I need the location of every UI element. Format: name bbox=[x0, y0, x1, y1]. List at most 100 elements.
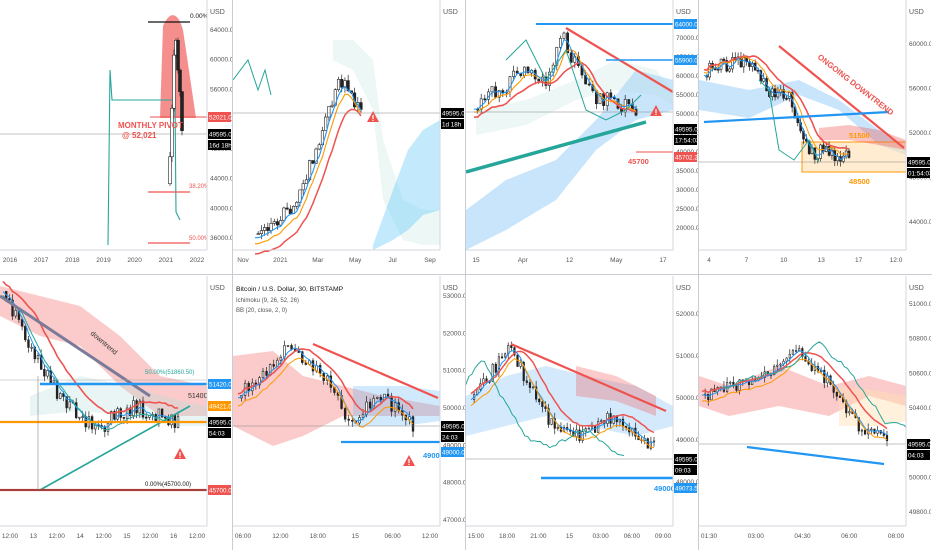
candle-body bbox=[297, 351, 300, 353]
pivot-label: MONTHLY PIVOT bbox=[118, 121, 183, 130]
indicator-label: Ichimoku (9, 26, 52, 26) bbox=[236, 298, 299, 304]
time-axis-tick: 12:00 bbox=[142, 533, 159, 540]
chart-panel-weekly[interactable]: USD Nov 2021 Mar May Jul Sep 49595.00 1d 18h bbox=[233, 0, 465, 274]
price-axis[interactable]: USD 52000.00 51000.00 50000.00 49000.00 48000… bbox=[672, 276, 698, 550]
candle-body bbox=[541, 401, 544, 408]
price-label: 01:54:03 bbox=[907, 168, 931, 178]
chart-panel-15m[interactable]: 49000 USD 52000.00 51000.00 50000.00 49000.00… bbox=[466, 276, 698, 550]
candle-body bbox=[776, 364, 779, 367]
price-axis-tick: 44000.00 bbox=[210, 176, 232, 183]
time-axis[interactable]: 4 7 10 13 17 12:0 bbox=[699, 249, 906, 264]
time-axis[interactable]: Nov 2021 Mar May Jul Sep bbox=[233, 249, 440, 264]
warning-mark bbox=[655, 109, 657, 113]
time-axis[interactable]: 2016 2017 2018 2019 2020 2021 2022 bbox=[0, 249, 207, 264]
time-axis[interactable]: 12:00 13 12:00 14 12:00 15 12:00 16 12:00 bbox=[0, 525, 207, 540]
price-label: 49595.00 bbox=[674, 124, 698, 134]
lagging-span bbox=[758, 79, 820, 163]
lagging-span bbox=[721, 341, 908, 429]
candle-body bbox=[393, 402, 397, 412]
time-axis-tick: Nov bbox=[237, 257, 249, 264]
conversion-line bbox=[237, 347, 414, 422]
time-axis-tick: Apr bbox=[518, 257, 529, 264]
candle-body bbox=[178, 69, 182, 92]
level-label: 49000 bbox=[654, 484, 675, 493]
candle-body bbox=[164, 416, 167, 419]
candle-body bbox=[408, 416, 411, 421]
candle-body bbox=[494, 363, 497, 373]
price-axis-tick: 60000.00 bbox=[909, 41, 931, 48]
time-axis-tick: Sep bbox=[424, 257, 436, 264]
level-label: 48500 bbox=[849, 177, 870, 186]
chart-panel-30m[interactable]: Bitcoin / U.S. Dollar, 30, BITSTAMP Ichim… bbox=[233, 276, 465, 550]
time-axis[interactable]: 06:00 12:00 18:00 15 06:00 12:00 bbox=[233, 525, 440, 540]
time-axis[interactable]: 15 Apr 12 May 17 bbox=[466, 249, 673, 264]
price-label: 49595.00 bbox=[208, 129, 232, 139]
candle-body bbox=[59, 393, 62, 399]
chart-panel-monthly[interactable]: 0.00%(64 MONTHLY PIVOT @ 52,021 38.20%(4 50.… bbox=[0, 0, 232, 274]
candle-body bbox=[501, 90, 505, 94]
price-axis[interactable]: USD bbox=[439, 0, 465, 274]
price-axis[interactable]: USD51000.0050800.0050600.0050400.0050200… bbox=[905, 276, 931, 550]
candle-body bbox=[707, 393, 710, 401]
price-label-text: 52021.00 bbox=[209, 115, 232, 122]
price-label: 49595.00 bbox=[441, 421, 465, 431]
ichimoku-cloud bbox=[576, 366, 656, 416]
candle-body bbox=[46, 370, 49, 377]
price-label: 16d 18h bbox=[208, 140, 232, 150]
candle-body bbox=[65, 396, 68, 409]
time-axis-tick: 13 bbox=[30, 533, 38, 540]
lagging-span bbox=[233, 58, 272, 96]
price-label-bg bbox=[674, 454, 697, 464]
candle-body bbox=[329, 375, 333, 388]
price-axis[interactable]: USD60000.0056000.0052000.0048000.0044000… bbox=[905, 0, 931, 274]
resistance-line bbox=[312, 342, 439, 400]
candle-body bbox=[170, 107, 174, 158]
price-axis-tick: 64000.00 bbox=[210, 27, 232, 34]
price-axis-tick: 60000.00 bbox=[676, 73, 698, 80]
candle-body bbox=[794, 350, 798, 352]
level-label: 51400 bbox=[188, 393, 208, 400]
candle-body bbox=[138, 400, 142, 414]
price-axis[interactable]: USD bbox=[206, 276, 232, 550]
candle-body bbox=[731, 57, 734, 70]
price-label-text: 54:03 bbox=[209, 431, 225, 438]
price-axis-tick: 50000.00 bbox=[676, 395, 698, 402]
time-axis-tick: 06:00 bbox=[624, 533, 641, 540]
price-axis-tick: 49000.00 bbox=[443, 442, 465, 449]
candle-body bbox=[497, 90, 501, 98]
candle-body bbox=[722, 58, 726, 61]
conversion-line bbox=[255, 85, 362, 239]
price-label-bg bbox=[907, 450, 930, 460]
time-axis[interactable]: 15:00 18:00 21:00 15 03:00 06:00 09:00 bbox=[466, 525, 673, 540]
chart-panel-4h[interactable]: ONGOING DOWNTREND5150048500USD60000.0056… bbox=[699, 0, 931, 274]
chart-panel-daily[interactable]: 45700USD70000.0065000.0060000.0055000.00… bbox=[466, 0, 698, 274]
time-axis-tick: 4 bbox=[707, 257, 711, 264]
chart-panel-1h[interactable]: downtrend 50.00%(51860.50) 51400 0.00%(4570… bbox=[0, 276, 232, 550]
chart-panel-5m[interactable]: USD51000.0050800.0050600.0050400.0050200… bbox=[699, 276, 931, 550]
price-label: 49421.00 bbox=[208, 401, 232, 411]
candle-body bbox=[172, 54, 176, 109]
time-axis-tick: 12 bbox=[566, 257, 574, 264]
price-axis-tick: 50600.00 bbox=[909, 370, 931, 377]
candle-body bbox=[36, 354, 40, 360]
price-axis-bg bbox=[440, 276, 465, 550]
price-axis-tick: 48000.00 bbox=[676, 479, 698, 486]
lagging-span bbox=[505, 39, 642, 121]
panel-divider[interactable] bbox=[698, 0, 699, 550]
panel-divider[interactable] bbox=[0, 274, 932, 275]
price-label: 49595.00 bbox=[907, 157, 931, 167]
time-axis[interactable]: 01:30 03:00 04:30 06:00 08:00 bbox=[699, 525, 906, 540]
fib-label: 38.20%(4 bbox=[189, 184, 215, 190]
time-axis-tick: 12:0 bbox=[890, 257, 903, 264]
candle-body bbox=[340, 79, 344, 88]
price-label: 49595.00 bbox=[208, 417, 232, 427]
panel-divider[interactable] bbox=[465, 0, 466, 550]
price-label: 51420.00 bbox=[208, 379, 232, 389]
candle-body bbox=[283, 345, 286, 358]
support-line bbox=[703, 110, 890, 124]
price-axis-tick: 56000.00 bbox=[909, 86, 931, 93]
price-label-text: 16d 18h bbox=[209, 143, 232, 150]
panel-divider[interactable] bbox=[232, 0, 233, 550]
candle-body bbox=[863, 429, 867, 435]
